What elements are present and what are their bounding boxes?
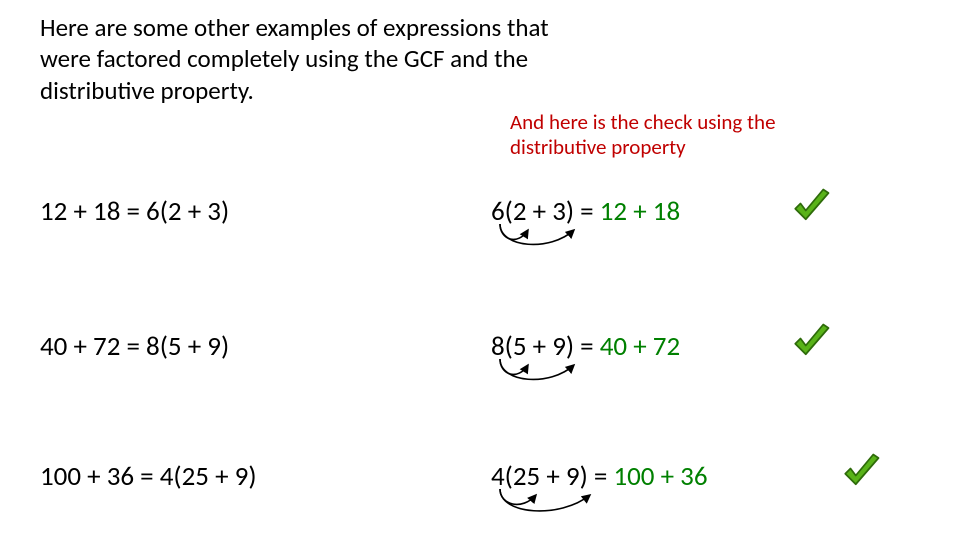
right-factored: 6(2 + 3) = bbox=[491, 195, 600, 228]
checkmark-icon bbox=[790, 321, 832, 363]
check-note: And here is the check using the distribu… bbox=[510, 110, 840, 160]
right-result: 40 + 72 bbox=[600, 330, 680, 363]
checkmark-icon bbox=[840, 451, 882, 493]
right-expression: 6(2 + 3) = 12 + 18 bbox=[491, 195, 680, 228]
intro-text: Here are some other examples of expressi… bbox=[40, 12, 600, 106]
right-result: 100 + 36 bbox=[613, 460, 707, 493]
left-expression: 100 + 36 = 4(25 + 9) bbox=[40, 460, 257, 493]
distributive-arrows-icon bbox=[488, 487, 618, 527]
distributive-arrows-icon bbox=[488, 222, 598, 262]
right-expression: 8(5 + 9) = 40 + 72 bbox=[491, 330, 680, 363]
checkmark-icon bbox=[790, 186, 832, 228]
right-factored: 8(5 + 9) = bbox=[491, 330, 600, 363]
left-expression: 40 + 72 = 8(5 + 9) bbox=[40, 330, 229, 363]
left-expression: 12 + 18 = 6(2 + 3) bbox=[40, 195, 229, 228]
right-expression: 4(25 + 9) = 100 + 36 bbox=[491, 460, 708, 493]
right-factored: 4(25 + 9) = bbox=[491, 460, 613, 493]
right-result: 12 + 18 bbox=[600, 195, 680, 228]
distributive-arrows-icon bbox=[488, 357, 598, 397]
